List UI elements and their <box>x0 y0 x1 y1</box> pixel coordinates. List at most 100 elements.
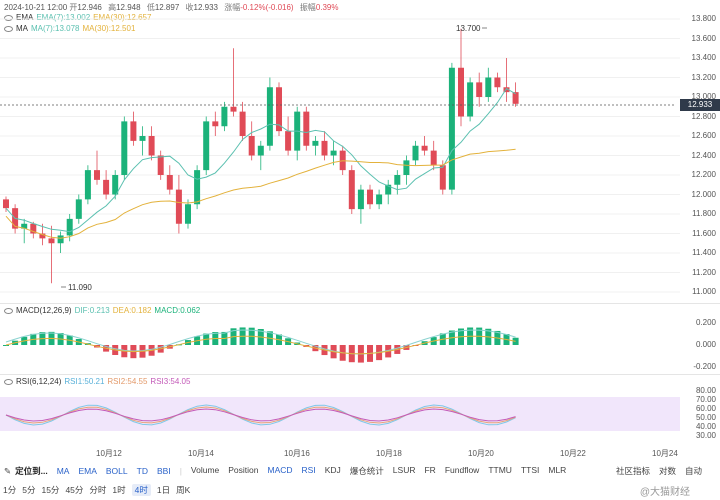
candle-body <box>212 121 219 127</box>
ma-label: MA <box>16 24 28 33</box>
close-label: 收 <box>185 3 194 12</box>
candle-body <box>385 184 392 195</box>
x-tick: 10月12 <box>96 449 122 458</box>
rsi1-value: RSI1:50.21 <box>64 377 105 386</box>
rsi-legend[interactable]: RSI(6,12,24) RSI1:50.21 RSI2:54.55 RSI3:… <box>4 377 190 386</box>
candle-body <box>203 121 210 171</box>
candle-body <box>503 87 510 93</box>
candle-body <box>3 199 9 209</box>
rsi-tick: 60.00 <box>695 404 716 413</box>
toolbar-right-item[interactable]: 对数 <box>658 466 676 476</box>
macd-chart[interactable] <box>0 300 720 372</box>
price-chart[interactable]: 13.700 11.090 <box>0 0 720 300</box>
overlay-item[interactable]: MA <box>56 466 70 476</box>
timeframe-tab[interactable]: 分时 <box>89 485 107 495</box>
macd-bar <box>3 345 9 346</box>
price-tick: 12.200 <box>691 170 716 179</box>
price-tick: 13.600 <box>691 33 716 43</box>
candle-body <box>512 92 519 104</box>
x-tick: 10月20 <box>468 449 494 458</box>
timeframe-tab[interactable]: 周K <box>176 485 191 495</box>
macd-legend[interactable]: MACD(12,26,9) DIF:0.213 DEA:0.182 MACD:0… <box>4 306 200 315</box>
rsi-chart[interactable] <box>0 385 720 445</box>
indicator-item[interactable]: TTMU <box>488 465 512 475</box>
timeframe-tab[interactable]: 1分 <box>3 485 17 495</box>
candle-body <box>285 131 292 151</box>
timeframe-tab[interactable]: 45分 <box>65 485 84 495</box>
rsi-tick: 50.00 <box>695 413 716 422</box>
indicator-item[interactable]: MACD <box>267 465 293 475</box>
indicator-item[interactable]: KDJ <box>324 465 341 475</box>
candle-body <box>148 136 155 156</box>
indicator-item[interactable]: FR <box>424 465 436 475</box>
candle-body <box>430 150 437 166</box>
price-tick: 11.200 <box>692 267 716 277</box>
candle-body <box>303 111 310 146</box>
price-tick: 11.600 <box>692 228 716 238</box>
eye-icon[interactable] <box>4 25 13 32</box>
current-price-tag: 12.933 <box>680 99 720 111</box>
x-tick: 10月18 <box>376 449 402 458</box>
indicator-item[interactable]: Fundflow <box>444 465 480 475</box>
macd-label: MACD(12,26,9) <box>16 306 72 315</box>
candle-body <box>239 111 246 136</box>
candle-body <box>175 189 182 224</box>
overlay-item[interactable]: BBI <box>156 466 171 476</box>
indicator-item[interactable]: LSUR <box>392 465 416 475</box>
indicator-item[interactable]: 爆仓统计 <box>349 466 384 476</box>
timeframe-tab[interactable]: 4时 <box>131 484 151 496</box>
timeframe-tab[interactable]: 1日 <box>156 485 171 495</box>
low-value: 12.897 <box>154 3 180 12</box>
x-tick: 10月16 <box>284 449 310 458</box>
candle-body <box>312 140 319 146</box>
rsi-tick: 80.00 <box>695 386 716 395</box>
overlay-item[interactable]: BOLL <box>105 466 128 476</box>
locate-button[interactable]: 定位到... <box>15 466 48 476</box>
x-tick: 10月24 <box>652 449 678 458</box>
timeframe-tab[interactable]: 1时 <box>112 485 126 495</box>
eye-icon[interactable] <box>4 307 13 314</box>
indicator-item[interactable]: Position <box>228 465 259 475</box>
datetime: 2024-10-21 12:00 <box>4 3 68 12</box>
timeframe-tab[interactable]: 5分 <box>22 485 36 495</box>
indicator-item[interactable]: RSI <box>301 465 316 475</box>
eye-icon[interactable] <box>4 378 13 385</box>
pencil-icon[interactable]: ✎ <box>4 465 12 476</box>
overlay-item[interactable]: EMA <box>78 466 97 476</box>
candle-body <box>394 175 401 185</box>
timeframe-bar: 1分 5分 15分 45分 分时 1时 4时 1日 周K @大猫财经 <box>0 482 720 498</box>
price-tick: 12.000 <box>691 189 716 199</box>
watermark: @大猫财经 <box>639 486 690 498</box>
ma-legend[interactable]: MA MA(7):13.078 MA(30):12.501 <box>4 24 135 33</box>
ema-legend[interactable]: EMA EMA(7):13.002 EMA(30):12.657 <box>4 13 151 22</box>
candle-body <box>221 106 228 127</box>
candle-body <box>448 67 455 190</box>
toolbar-right-item[interactable]: 自动 <box>684 466 702 476</box>
candle-body <box>157 155 164 175</box>
timeframe-tab[interactable]: 15分 <box>41 485 60 495</box>
ema-label: EMA <box>16 13 34 22</box>
macd-tick: 0.200 <box>695 318 716 327</box>
toolbar-right-item[interactable]: 社区指标 <box>615 466 650 476</box>
rsi-tick: 30.00 <box>695 431 716 440</box>
high-value: 12.948 <box>116 3 141 12</box>
eye-icon[interactable] <box>4 14 13 21</box>
candle-body <box>30 223 37 234</box>
candle-body <box>194 170 201 205</box>
low-marker: 11.090 <box>68 283 92 292</box>
ma30-value: MA(30):12.501 <box>82 24 136 33</box>
candle-body <box>66 218 73 236</box>
high-marker: 13.700 <box>456 24 481 33</box>
candle-body <box>330 150 337 156</box>
overlay-item[interactable]: TD <box>136 466 148 476</box>
candle-body <box>485 77 492 97</box>
rsi-label: RSI(6,12,24) <box>16 377 62 386</box>
indicator-item[interactable]: MLR <box>548 465 567 475</box>
price-tick: 13.200 <box>691 72 716 82</box>
candle-body <box>84 170 91 200</box>
rsi3-value: RSI3:54.05 <box>150 377 191 386</box>
price-tick: 12.600 <box>691 131 716 140</box>
indicator-item[interactable]: Volume <box>190 465 220 475</box>
indicator-item[interactable]: TTSI <box>520 465 540 475</box>
dea-value: DEA:0.182 <box>112 306 152 315</box>
